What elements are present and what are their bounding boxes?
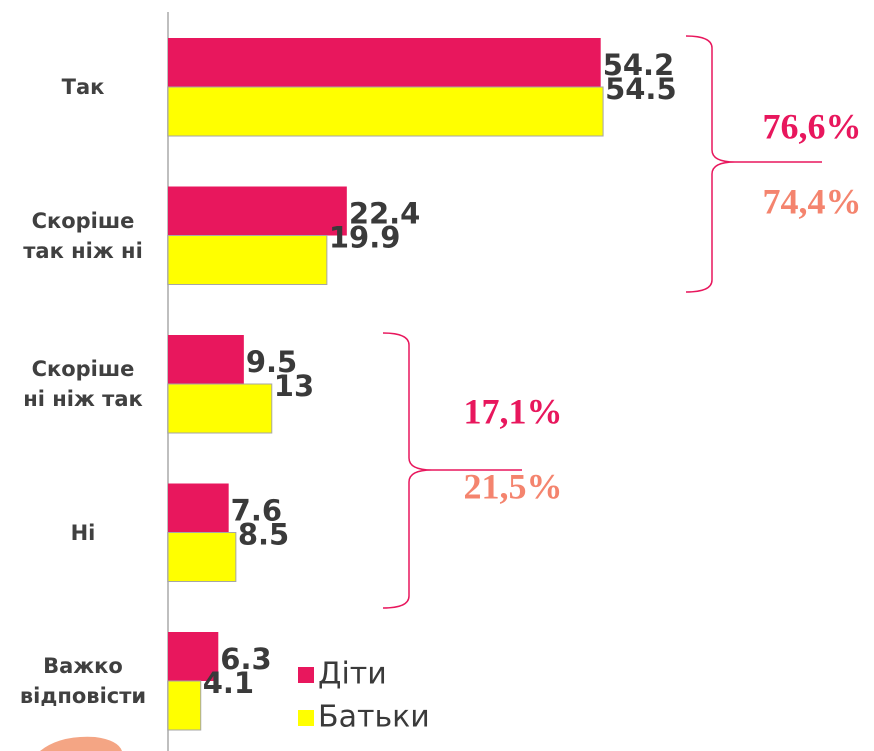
bar [167,680,202,731]
bracket [382,332,522,609]
annotation: 17,1% [464,391,563,431]
legend-swatch [298,667,314,683]
legend-label: Батьки [318,700,430,735]
annotation: 76,6% [763,106,862,146]
annotation: 21,5% [464,466,563,506]
bar [168,186,347,236]
decor-blob [40,736,122,751]
value-label: 4.1 [203,666,254,700]
value-label: 22.4 [349,197,421,231]
bar [167,86,604,137]
legend-swatch [298,710,314,726]
value-label: 8.5 [238,518,289,552]
bar [168,483,229,533]
value-label: 13 [274,369,314,403]
category-label: Скоріше так ніж ні [23,208,143,263]
bar [168,632,219,681]
category-label: Ні [70,520,96,545]
legend-label: Діти [318,657,387,692]
bracket [685,35,822,293]
bar [168,38,601,87]
value-label: 9.5 [246,345,297,379]
bar [167,383,273,434]
category-label: Так [61,75,105,99]
value-label: 7.6 [231,494,282,528]
value-label: 54.2 [603,48,675,82]
value-label: 6.3 [220,642,271,676]
annotation: 74,4% [763,181,862,221]
value-label: 19.9 [329,221,401,255]
bar [167,235,328,285]
bar [168,335,244,384]
category-label: Скоріше ні ніж так [23,357,143,411]
category-label: Важко відповісти [19,654,147,708]
bar [167,532,237,582]
value-label: 54.5 [605,72,677,106]
